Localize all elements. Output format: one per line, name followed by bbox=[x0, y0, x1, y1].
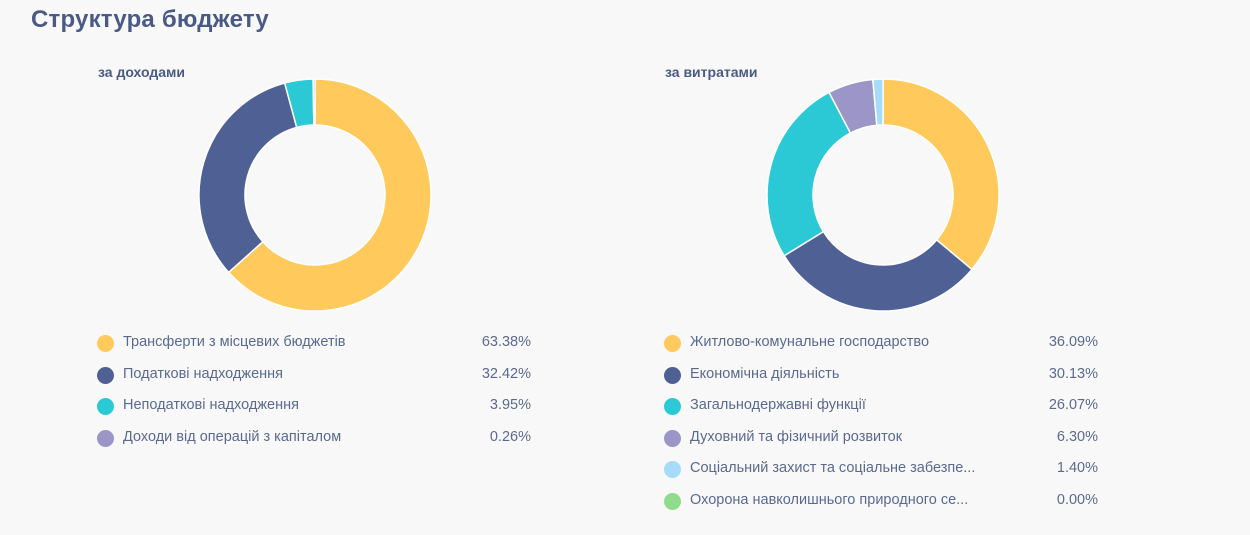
legend-item[interactable]: Податкові надходження 32.42% bbox=[97, 359, 531, 391]
legend-label: Неподаткові надходження bbox=[123, 397, 299, 414]
expense-donut-chart bbox=[766, 78, 1000, 312]
donut-slice[interactable] bbox=[198, 82, 298, 274]
page-title: Структура бюджету bbox=[31, 6, 269, 33]
legend-item[interactable]: Духовний та фізичний розвиток 6.30% bbox=[664, 422, 1098, 454]
donut-slice[interactable] bbox=[312, 78, 316, 126]
income-donut-chart bbox=[198, 78, 432, 312]
legend-value: 32.42% bbox=[481, 365, 531, 382]
donut-slice[interactable] bbox=[783, 230, 974, 312]
legend-color-dot bbox=[664, 461, 681, 479]
donut-slice[interactable] bbox=[766, 91, 852, 257]
expense-legend: Житлово-комунальне господарство 36.09% Е… bbox=[664, 327, 1098, 517]
legend-item[interactable]: Охорона навколишнього природного се... 0… bbox=[664, 485, 1098, 517]
legend-label: Трансферти з місцевих бюджетів bbox=[123, 334, 346, 350]
legend-item[interactable]: Житлово-комунальне господарство 36.09% bbox=[664, 327, 1098, 359]
legend-color-dot bbox=[97, 398, 114, 416]
legend-label: Духовний та фізичний розвиток bbox=[690, 428, 903, 445]
expense-chart-title: за витратами bbox=[665, 64, 758, 80]
legend-color-dot bbox=[664, 492, 681, 510]
legend-label: Охорона навколишнього природного се... bbox=[690, 491, 969, 508]
legend-value: 0.26% bbox=[489, 428, 531, 445]
expense-panel: за витратами Житлово-комунальне господар… bbox=[620, 0, 1250, 535]
legend-color-dot bbox=[664, 398, 681, 416]
legend-item[interactable]: Доходи від операцій з капіталом 0.26% bbox=[97, 422, 531, 454]
legend-label: Економічна діяльність bbox=[690, 365, 840, 382]
legend-value: 1.40% bbox=[1056, 460, 1098, 477]
legend-color-dot bbox=[97, 366, 114, 384]
legend-item[interactable]: Соціальний захист та соціальне забезпе..… bbox=[664, 453, 1098, 485]
income-panel: за доходами Трансферти з місцевих бюджет… bbox=[0, 0, 620, 535]
legend-label: Житлово-комунальне господарство bbox=[690, 334, 930, 350]
legend-value: 6.30% bbox=[1056, 428, 1098, 445]
legend-color-dot bbox=[97, 429, 114, 447]
legend-item[interactable]: Трансферти з місцевих бюджетів 63.38% bbox=[97, 327, 531, 359]
legend-item[interactable]: Економічна діяльність 30.13% bbox=[664, 359, 1098, 391]
legend-value: 30.13% bbox=[1048, 365, 1098, 382]
legend-value: 0.00% bbox=[1056, 491, 1098, 508]
legend-value: 63.38% bbox=[481, 334, 531, 350]
legend-label: Загальнодержавні функції bbox=[690, 397, 866, 414]
donut-slice[interactable] bbox=[882, 78, 1000, 271]
legend-item[interactable]: Неподаткові надходження 3.95% bbox=[97, 390, 531, 422]
income-chart-title: за доходами bbox=[98, 64, 185, 80]
income-legend: Трансферти з місцевих бюджетів 63.38% По… bbox=[97, 327, 531, 453]
legend-label: Доходи від операцій з капіталом bbox=[123, 428, 342, 445]
legend-value: 36.09% bbox=[1048, 334, 1098, 350]
donut-slice[interactable] bbox=[227, 78, 432, 312]
legend-item[interactable]: Загальнодержавні функції 26.07% bbox=[664, 390, 1098, 422]
legend-color-dot bbox=[664, 335, 681, 352]
legend-color-dot bbox=[664, 429, 681, 447]
legend-label: Податкові надходження bbox=[123, 365, 283, 382]
donut-slice[interactable] bbox=[871, 78, 884, 127]
legend-color-dot bbox=[664, 366, 681, 384]
legend-color-dot bbox=[97, 335, 114, 352]
legend-value: 3.95% bbox=[489, 397, 531, 414]
legend-label: Соціальний захист та соціальне забезпе..… bbox=[690, 460, 976, 477]
legend-value: 26.07% bbox=[1048, 397, 1098, 414]
